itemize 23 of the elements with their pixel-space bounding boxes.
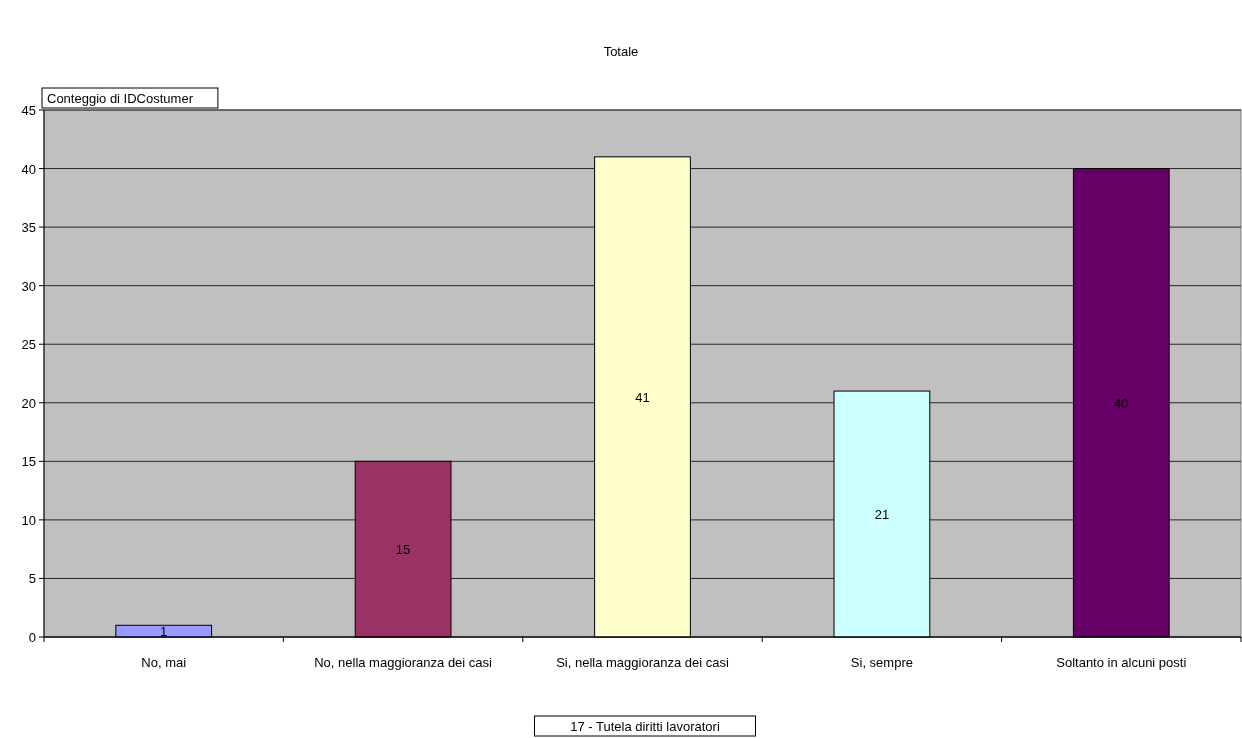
y-tick-label: 20 [21,395,36,411]
y-tick-label: 25 [21,337,36,353]
y-tick-label: 35 [21,220,36,236]
y-tick-label: 0 [28,630,36,645]
x-tick-label: Si, nella maggioranza dei casi [556,655,729,670]
data-label: 40 [1114,395,1129,411]
y-tick-label: 10 [21,512,36,528]
x-tick-label: No, nella maggioranza dei casi [314,655,493,670]
x-tick-label: Si, sempre [850,655,913,670]
x-tick-label: No, mai [141,655,187,670]
chart-title: Totale [603,44,639,59]
data-label: 41 [635,389,650,405]
data-label: 15 [395,542,411,558]
y-tick-label: 45 [21,103,36,118]
data-label: 1 [160,624,168,640]
data-label: 21 [874,507,890,523]
y-axis-title: Conteggio di IDCostumer [47,91,194,106]
y-tick-label: 5 [28,571,36,587]
y-tick-label: 30 [21,278,36,294]
x-axis-title: 17 - Tutela diritti lavoratori [570,719,720,734]
y-tick-label: 15 [21,454,36,470]
y-tick-label: 40 [21,161,36,177]
x-tick-label: Soltanto in alcuni posti [1056,655,1187,670]
